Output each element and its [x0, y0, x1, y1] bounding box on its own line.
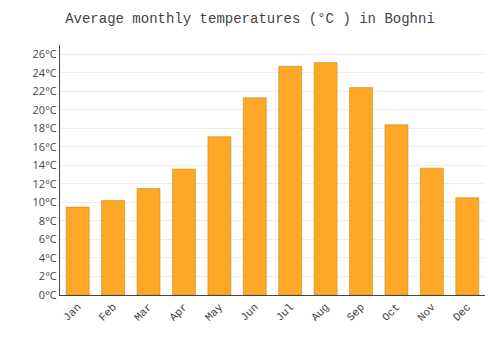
svg-text:Feb: Feb	[97, 301, 119, 323]
svg-text:Dec: Dec	[451, 301, 473, 323]
svg-text:6°C: 6°C	[39, 231, 57, 246]
svg-text:Mar: Mar	[132, 301, 154, 323]
svg-text:24°C: 24°C	[33, 65, 57, 80]
svg-text:Apr: Apr	[167, 301, 189, 323]
svg-text:12°C: 12°C	[33, 176, 57, 191]
svg-text:Sep: Sep	[345, 301, 367, 323]
svg-text:0°C: 0°C	[39, 287, 57, 302]
svg-text:Aug: Aug	[309, 301, 331, 323]
svg-text:Jun: Jun	[238, 301, 260, 323]
svg-text:20°C: 20°C	[33, 102, 57, 117]
svg-text:Oct: Oct	[380, 301, 402, 323]
svg-text:14°C: 14°C	[33, 157, 57, 172]
svg-text:22°C: 22°C	[33, 83, 57, 98]
svg-text:16°C: 16°C	[33, 139, 57, 154]
svg-text:Average monthly temperatures (: Average monthly temperatures (°C ) in Bo…	[65, 11, 435, 27]
svg-text:May: May	[203, 301, 226, 324]
svg-text:10°C: 10°C	[33, 194, 57, 209]
svg-text:2°C: 2°C	[39, 268, 57, 283]
svg-text:Jul: Jul	[274, 301, 296, 323]
svg-text:8°C: 8°C	[39, 213, 57, 228]
svg-text:18°C: 18°C	[33, 120, 57, 135]
svg-text:26°C: 26°C	[33, 46, 57, 61]
svg-text:Jan: Jan	[61, 301, 83, 323]
svg-text:4°C: 4°C	[39, 250, 57, 265]
svg-text:Nov: Nov	[415, 301, 438, 324]
